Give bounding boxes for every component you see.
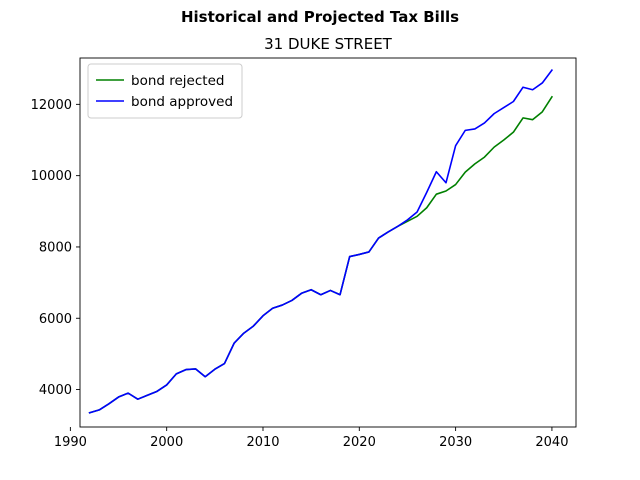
legend-label: bond approved [131,94,233,110]
x-tick-label: 2010 [246,435,279,450]
plot-frame [79,57,577,428]
x-tick-label: 2040 [535,435,568,450]
legend: bond rejected bond approved [87,63,243,119]
y-tick-label: 6000 [39,312,72,327]
x-tick-label: 2030 [439,435,472,450]
legend-label: bond rejected [131,73,224,89]
y-tick-label: 12000 [31,98,72,113]
chart-suptitle: Historical and Projected Tax Bills [181,8,459,26]
x-tick-label: 1990 [54,435,87,450]
series-layer [88,69,554,414]
series-line-bond-approved [88,69,554,414]
x-tick-label: 2020 [343,435,376,450]
y-tick-label: 8000 [39,240,72,255]
y-tick-label: 4000 [39,383,72,398]
legend-box [87,63,243,119]
chart-title: 31 DUKE STREET [264,35,393,53]
axes-layer: 1990 2000 2010 2020 2030 2040 4000 6000 8000 1000… [31,57,577,450]
y-tick-label: 10000 [31,169,72,184]
x-tick-label: 2000 [150,435,183,450]
